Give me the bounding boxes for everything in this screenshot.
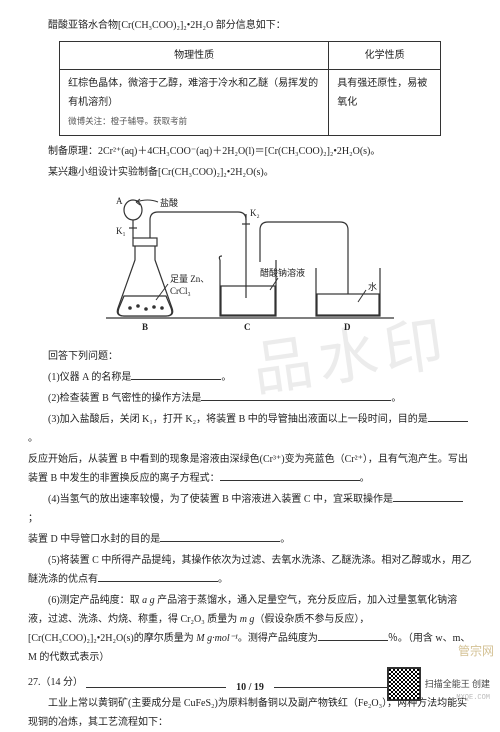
th-chemical: 化学性质 (329, 42, 441, 70)
footer-rule-left (86, 687, 226, 688)
q6-blank (318, 631, 388, 641)
q3b: 反应开始后，从装置 B 中看到的现象是溶液由深绿色(Cr³⁺)变为亮蓝色（Cr²… (28, 450, 472, 488)
lbl-C: C (244, 322, 251, 330)
answer-header: 回答下列问题： (28, 347, 472, 366)
properties-table: 物理性质 化学性质 红棕色晶体，微溶于乙醇，难溶于冷水和乙醚（易挥发的有机溶剂）… (59, 41, 441, 136)
th-physical: 物理性质 (60, 42, 329, 70)
q5: (5)将装置 C 中所得产品提纯，其操作依次为过滤、去氧水洗涤、乙醚洗涤。相对乙… (28, 551, 472, 589)
principle-line: 制备原理：2Cr²⁺(aq)＋4CH₃COO⁻(aq)＋2H₂O(l)＝[Cr(… (28, 142, 472, 161)
q2: (2)检查装置 B 气密性的操作方法是。 (28, 389, 472, 408)
q6-M: M g·mol⁻¹ (196, 633, 238, 644)
lbl-B: B (142, 322, 148, 330)
q5-blank (98, 572, 218, 582)
lbl-D: D (344, 322, 351, 330)
intro-line: 醋酸亚铬水合物[Cr(CH₃COO)₂]₂•2H₂O 部分信息如下： (28, 16, 472, 35)
page-number: 10 / 19 (236, 682, 264, 693)
q4b-blank (160, 532, 280, 542)
principle-label: 制备原理： (48, 146, 98, 157)
lbl-shui: 水 (368, 281, 377, 292)
q1-text: (1)仪器 A 的名称是 (48, 372, 131, 383)
apparatus-svg: A K₁ 盐酸 K₂ 足量 Zn、 CrCl₃ 醋酸钠溶液 水 B C D (100, 190, 400, 330)
corner-mark: 管宗网 (458, 640, 494, 663)
q1-blank (131, 370, 221, 380)
design-line: 某兴趣小组设计实验制备[Cr(CH₃COO)₂]₂•2H₂O(s)。 (28, 163, 472, 182)
q3a-text: (3)加入盐酸后，关闭 K₁，打开 K₂，将装置 B 中的导管抽出液面以上一段时… (48, 414, 428, 425)
principle-eq: 2Cr²⁺(aq)＋4CH₃COO⁻(aq)＋2H₂O(l)＝[Cr(CH₃CO… (98, 146, 380, 157)
q3a-blank (428, 412, 468, 422)
q1: (1)仪器 A 的名称是。 (28, 368, 472, 387)
q6-m3: 。测得产品纯度为 (238, 633, 318, 644)
lbl-cusuanna: 醋酸钠溶液 (260, 267, 305, 278)
lbl-zn: 足量 Zn、 (170, 274, 209, 284)
q6-ag: a g (142, 595, 155, 606)
lbl-A: A (116, 196, 123, 206)
q2-text: (2)检查装置 B 气密性的操作方法是 (48, 393, 201, 404)
sub-mark: MXQE.COM (456, 692, 490, 705)
q4b-text: 装置 D 中导管口水封的目的是 (28, 534, 160, 545)
q6-mg: m g (240, 614, 255, 625)
qr-caption: 扫描全能王 创建 (425, 679, 490, 690)
lbl-K2: K₂ (250, 208, 260, 218)
q4a: (4)当氢气的放出速率较慢，为了使装置 B 中溶液进入装置 C 中，宜采取操作是… (28, 490, 472, 528)
td-physical-note: 微博关注：橙子辅导。获取考前 (68, 116, 187, 126)
q4a-text: (4)当氢气的放出速率较慢，为了使装置 B 中溶液进入装置 C 中，宜采取操作是 (48, 494, 393, 505)
q3b-blank (220, 471, 360, 481)
lbl-yansuan: 盐酸 (160, 197, 178, 208)
lbl-crcl3: CrCl₃ (170, 286, 191, 296)
q4a-blank (393, 492, 463, 502)
qr-icon (387, 667, 421, 701)
q5-text: (5)将装置 C 中所得产品提纯，其操作依次为过滤、去氧水洗涤、乙醚洗涤。相对乙… (28, 555, 471, 585)
table-row: 红棕色晶体，微溶于乙醇，难溶于冷水和乙醚（易挥发的有机溶剂） 微博关注：橙子辅导… (60, 70, 441, 136)
lbl-K1: K₁ (116, 226, 126, 236)
q6: (6)测定产品纯度：取 a g 产品溶于蒸馏水，通入足量空气，充分反应后，加入过… (28, 591, 472, 667)
td-physical-text: 红棕色晶体，微溶于乙醇，难溶于冷水和乙醚（易挥发的有机溶剂） (68, 78, 318, 108)
q6-p1: (6)测定产品纯度：取 (48, 595, 142, 606)
q2-blank (201, 391, 391, 401)
td-physical: 红棕色晶体，微溶于乙醇，难溶于冷水和乙醚（易挥发的有机溶剂） 微博关注：橙子辅导… (60, 70, 329, 136)
q3a: (3)加入盐酸后，关闭 K₁，打开 K₂，将装置 B 中的导管抽出液面以上一段时… (28, 410, 472, 448)
td-chemical: 具有强还原性，易被氧化 (329, 70, 441, 136)
apparatus-diagram: A K₁ 盐酸 K₂ 足量 Zn、 CrCl₃ 醋酸钠溶液 水 B C D (28, 190, 472, 337)
q4b: 装置 D 中导管口水封的目的是。 (28, 530, 472, 549)
